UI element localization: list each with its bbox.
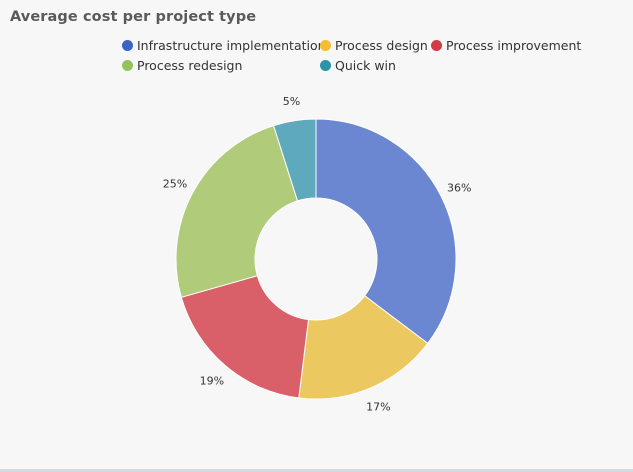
slice-value-label: 25% xyxy=(163,177,187,190)
legend-item[interactable]: Quick win xyxy=(320,58,396,73)
legend-item[interactable]: Process design xyxy=(320,38,428,53)
legend-item[interactable]: Process redesign xyxy=(122,58,242,73)
donut-slice[interactable] xyxy=(272,118,317,202)
legend-label: Process improvement xyxy=(446,38,582,53)
legend-label: Process redesign xyxy=(137,58,243,73)
donut-slice[interactable] xyxy=(315,118,457,345)
legend-dot-icon xyxy=(320,60,331,71)
legend-label: Quick win xyxy=(335,58,396,73)
legend-dot-icon xyxy=(320,40,331,51)
slice-value-label: 19% xyxy=(200,375,224,388)
donut-slice[interactable] xyxy=(175,124,299,298)
legend-label: Infrastructure implementation xyxy=(137,38,326,53)
slice-value-label: 17% xyxy=(366,400,390,413)
slice-value-label: 36% xyxy=(447,182,471,195)
legend-item[interactable]: Process improvement xyxy=(431,38,581,53)
legend-dot-icon xyxy=(122,60,133,71)
donut-slice[interactable] xyxy=(180,275,310,399)
legend-dot-icon xyxy=(431,40,442,51)
chart-title: Average cost per project type xyxy=(10,9,257,25)
legend-dot-icon xyxy=(122,40,133,51)
legend-label: Process design xyxy=(335,38,428,53)
donut-slice[interactable] xyxy=(298,295,429,400)
slice-value-label: 5% xyxy=(283,95,300,108)
panel-bottom-border xyxy=(0,469,633,472)
legend-item[interactable]: Infrastructure implementation xyxy=(122,38,326,53)
